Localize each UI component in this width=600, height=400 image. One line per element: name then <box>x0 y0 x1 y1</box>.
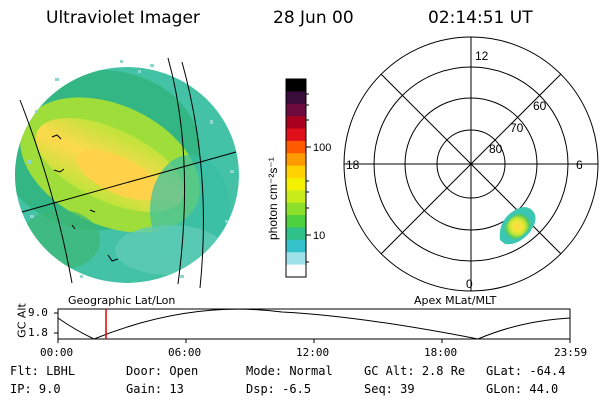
info-dsp-key: Dsp: <box>246 382 275 396</box>
info-gain-value: 13 <box>169 382 184 396</box>
coastline-fragments <box>51 134 119 262</box>
geographic-grid <box>19 57 237 289</box>
altitude-xtick-0600: 06:00 <box>168 346 202 359</box>
auroral-emission <box>499 206 536 245</box>
colorbar-segment <box>286 227 306 241</box>
mlt-label-6: 6 <box>576 158 583 172</box>
altitude-xtick-0000: 00:00 <box>40 346 74 359</box>
info-glon-value: 44.0 <box>529 382 559 396</box>
mlt-label-0: 0 <box>466 277 473 291</box>
info-glat-key: GLat: <box>486 364 523 378</box>
info-ip-key: IP: <box>10 382 32 396</box>
colorbar-segment <box>286 140 306 154</box>
info-gcalt-value: 2.8 Re <box>421 364 466 378</box>
mlt-label-18: 18 <box>346 158 360 172</box>
colorbar-segment <box>286 79 306 92</box>
colorbar <box>286 79 306 278</box>
info-dsp-value: -6.5 <box>282 382 312 396</box>
colorbar-segment <box>286 128 306 142</box>
colorbar-segment <box>286 264 306 278</box>
colorbar-tick-100: 100 <box>313 142 331 154</box>
colorbar-ticks <box>306 93 311 263</box>
altitude-x-ticks <box>54 312 571 343</box>
info-gain-key: Gain: <box>126 382 163 396</box>
colorbar-segment <box>286 239 306 253</box>
image-date: 28 Jun 00 <box>273 8 354 28</box>
info-glat-value: -64.4 <box>529 364 566 378</box>
mlat-label-70: 70 <box>510 121 524 135</box>
info-seq-key: Seq: <box>364 382 393 396</box>
altitude-ytick-1-8: 1.8 <box>28 326 48 339</box>
polar-plot <box>343 36 599 292</box>
info-ip-value: 9.0 <box>38 382 61 396</box>
earth-image <box>15 67 239 283</box>
colorbar-segment <box>286 252 306 266</box>
colorbar-segment <box>286 215 306 229</box>
altitude-plot <box>54 308 571 343</box>
colorbar-segment <box>286 190 306 204</box>
colorbar-segment <box>286 165 306 179</box>
altitude-xtick-1200: 12:00 <box>296 346 330 359</box>
info-door-value: Open <box>169 364 199 378</box>
altitude-xtick-1800: 18:00 <box>424 346 458 359</box>
colorbar-segment <box>286 202 306 216</box>
geographic-caption: Geographic Lat/Lon <box>68 294 176 307</box>
info-seq-value: 39 <box>400 382 415 396</box>
info-mode-key: Mode: <box>246 364 283 378</box>
instrument-title: Ultraviolet Imager <box>46 8 200 28</box>
altitude-curve <box>57 308 571 340</box>
mlt-label-12: 12 <box>475 49 489 63</box>
altitude-ylabel: GC Alt <box>15 303 29 338</box>
colorbar-segment <box>286 178 306 191</box>
info-filter-key: Flt: <box>10 364 39 378</box>
altitude-xtick-2359: 23:59 <box>554 346 588 359</box>
altitude-ytick-9: 9.0 <box>28 306 48 319</box>
colorbar-segment <box>286 116 306 130</box>
altitude-plot-frame <box>57 308 571 340</box>
colorbar-tick-10: 10 <box>313 230 325 242</box>
colorbar-frame <box>285 78 307 278</box>
info-filter-value: LBHL <box>46 364 76 378</box>
polar-diagonal-2 <box>380 73 562 255</box>
apex-caption: Apex MLat/MLT <box>414 294 497 307</box>
info-glon-key: GLon: <box>486 382 523 396</box>
mlat-label-80: 80 <box>489 142 503 156</box>
info-door-key: Door: <box>126 364 163 378</box>
colorbar-segment <box>286 91 306 105</box>
info-gcalt-key: GC Alt: <box>364 364 415 378</box>
mlat-label-60: 60 <box>533 99 547 113</box>
earth-image-noise <box>28 60 234 278</box>
colorbar-segment <box>286 103 306 117</box>
colorbar-segment <box>286 153 306 167</box>
colorbar-unit-label: photon cm⁻²s⁻¹ <box>266 157 280 240</box>
image-time: 02:14:51 UT <box>428 8 533 28</box>
info-mode-value: Normal <box>289 364 333 378</box>
